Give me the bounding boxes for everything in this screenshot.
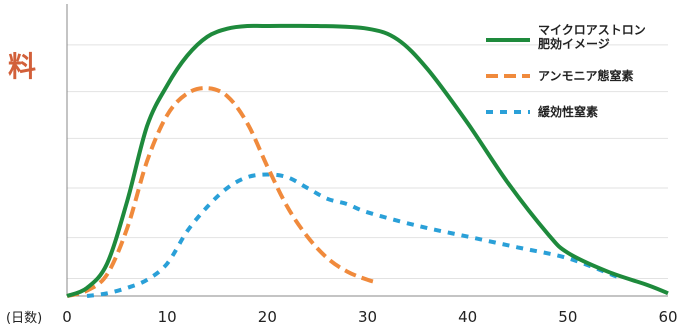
x-tick-label-6: 60 [658,308,677,326]
x-tick-label-1: 10 [158,308,177,326]
x-tick-label-4: 40 [458,308,477,326]
side-character: 料 [8,50,36,83]
legend-label-0: マイクロアストロン肥効イメージ [538,23,646,51]
x-tick-label-2: 20 [258,308,277,326]
series-layer [66,23,669,298]
x-unit-label: (日数) [6,311,42,326]
series-line-2 [86,172,619,298]
x-tick-label-3: 30 [358,308,377,326]
series-line-1 [66,86,378,298]
x-tick-label-5: 50 [558,308,577,326]
legend-label-1: アンモニア態窒素 [538,68,634,83]
legend-label-2: 緩効性窒素 [538,104,598,119]
x-tick-label-0: 0 [62,308,72,326]
x-tick-labels: 0 10 20 30 40 50 60 [62,308,677,326]
series-line-0 [66,23,669,298]
